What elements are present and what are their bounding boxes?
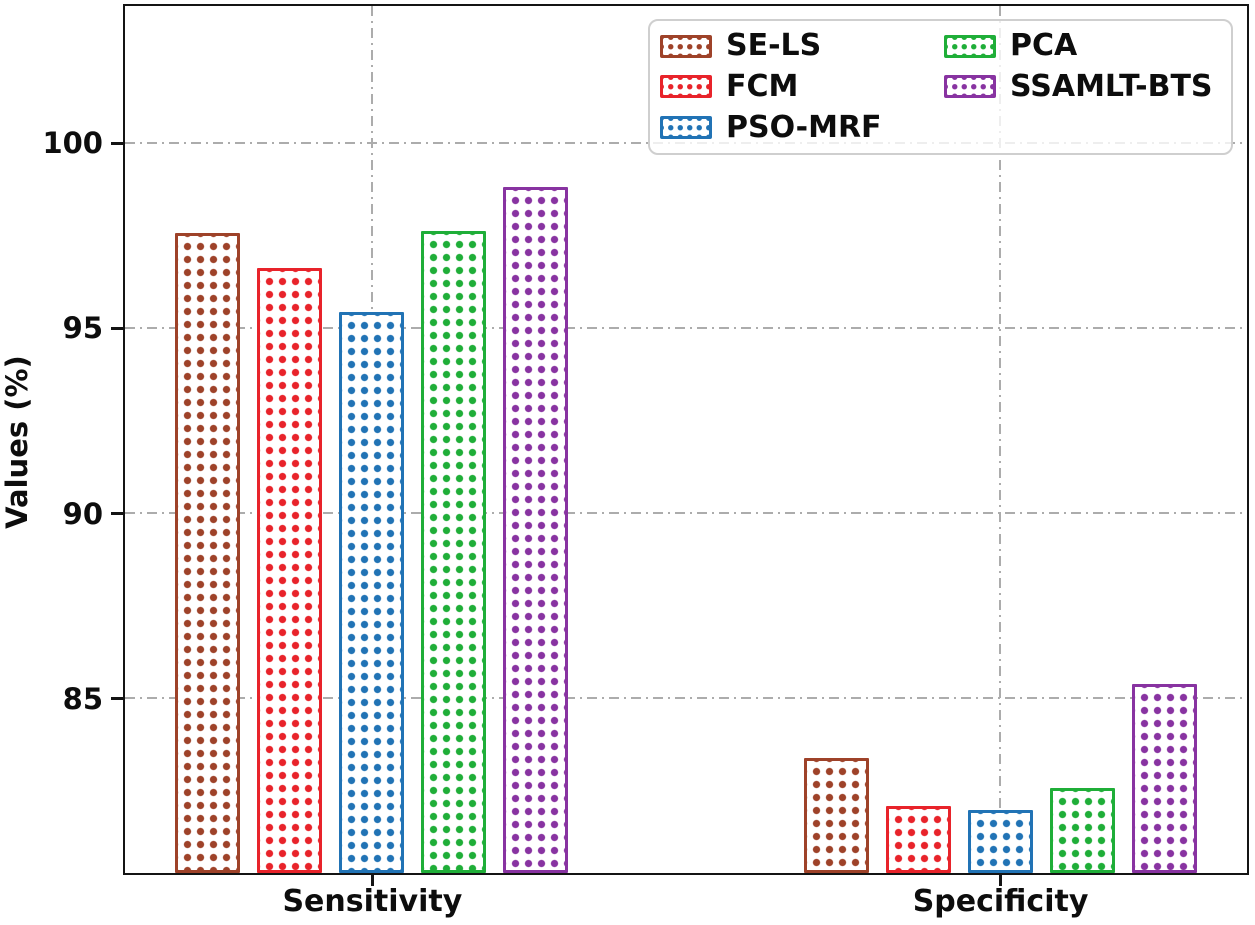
legend-swatch-fcm xyxy=(660,75,712,99)
legend-item-ssamlt-bts: SSAMLT-BTS xyxy=(944,68,1223,104)
legend-label-se-ls: SE-LS xyxy=(726,28,822,64)
x-tick-label-sensitivity: Sensitivity xyxy=(282,884,463,919)
bar-specificity-fcm xyxy=(885,806,951,873)
gridline-y-95 xyxy=(125,326,1247,329)
bar-specificity-ssamlt-bts xyxy=(1131,684,1197,873)
x-tick-label-specificity: Specificity xyxy=(912,884,1089,919)
plot-area: SE-LS FCM PSO-MRF PCA SSAMLT-BTS xyxy=(123,4,1249,875)
bar-specificity-pso-mrf xyxy=(967,810,1033,873)
y-tick-85 xyxy=(111,697,123,701)
x-tick-specificity xyxy=(999,872,1003,886)
gridline-y-85 xyxy=(125,697,1247,700)
legend-item-se-ls: SE-LS xyxy=(660,31,944,61)
y-tick-label-95: 95 xyxy=(62,311,103,346)
legend-label-pca: PCA xyxy=(1010,28,1078,64)
bar-sensitivity-fcm xyxy=(257,267,323,873)
legend-swatch-ssamlt-bts xyxy=(944,75,996,99)
legend-label-ssamlt-bts: SSAMLT-BTS xyxy=(1010,68,1213,104)
legend-item-pso-mrf: PSO-MRF xyxy=(660,109,944,145)
legend-item-fcm: FCM xyxy=(660,68,944,104)
legend-item-pca: PCA xyxy=(944,31,1223,61)
legend-swatch-pca xyxy=(944,34,996,58)
gridline-y-90 xyxy=(125,512,1247,515)
y-tick-90 xyxy=(111,512,123,516)
bar-sensitivity-pca xyxy=(421,230,487,873)
y-tick-label-90: 90 xyxy=(62,496,103,531)
legend-swatch-pso-mrf xyxy=(660,116,712,140)
gridline-x-specificity xyxy=(999,6,1002,873)
bar-sensitivity-ssamlt-bts xyxy=(503,186,569,873)
bars-layer xyxy=(125,6,1247,873)
bar-specificity-se-ls xyxy=(803,758,869,873)
x-tick-sensitivity xyxy=(370,872,374,886)
y-tick-label-100: 100 xyxy=(42,126,103,161)
bar-sensitivity-se-ls xyxy=(175,232,241,873)
legend: SE-LS FCM PSO-MRF PCA SSAMLT-BTS xyxy=(648,19,1233,155)
y-tick-100 xyxy=(111,141,123,145)
bar-sensitivity-pso-mrf xyxy=(339,312,405,873)
y-tick-95 xyxy=(111,326,123,330)
legend-label-fcm: FCM xyxy=(726,68,799,104)
legend-swatch-se-ls xyxy=(660,34,712,58)
bar-specificity-pca xyxy=(1049,787,1115,873)
y-tick-label-85: 85 xyxy=(62,681,103,716)
legend-label-pso-mrf: PSO-MRF xyxy=(726,109,882,145)
